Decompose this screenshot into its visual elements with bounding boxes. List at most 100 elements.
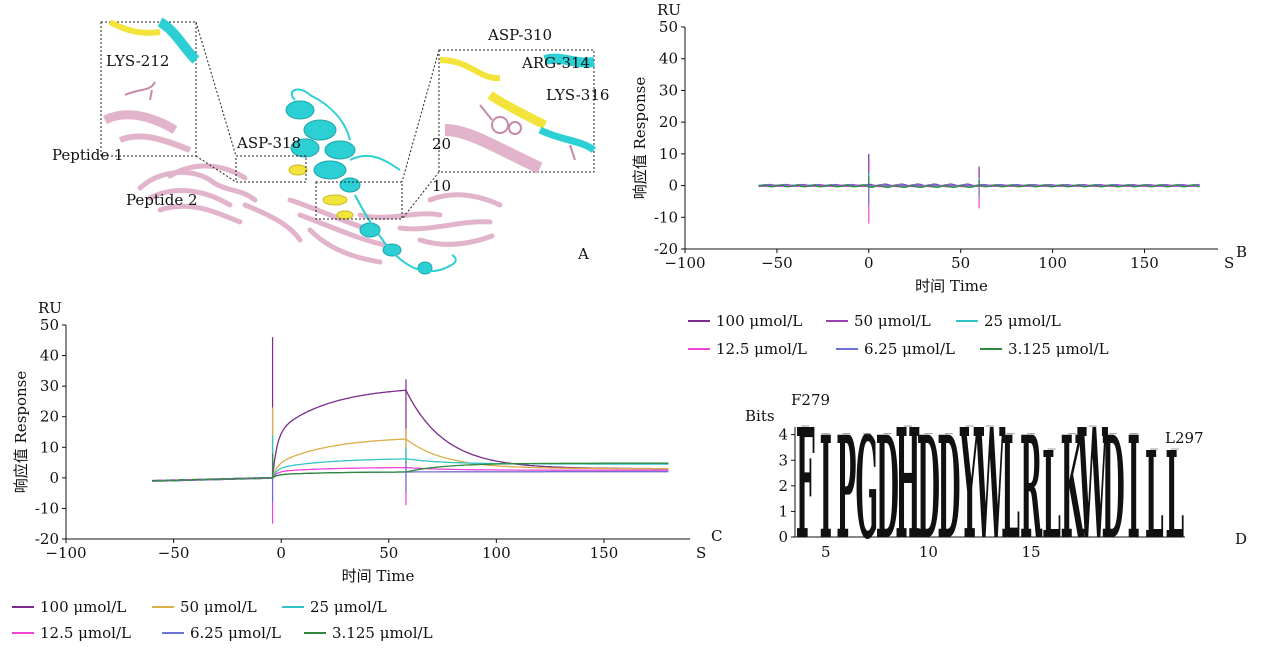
x-tick-label: 50 xyxy=(951,254,970,272)
x-tick-label: 50 xyxy=(379,544,398,562)
legend-label: 100 μmol/L xyxy=(40,598,127,616)
legend-item: 6.25 μmol/L xyxy=(162,624,281,642)
x-axis-label: 时间 Time xyxy=(342,567,415,585)
legend-item: 50 μmol/L xyxy=(826,312,931,330)
legend-item: 12.5 μmol/L xyxy=(12,624,131,642)
y-tick-label: -20 xyxy=(35,530,59,548)
logo-letter: D xyxy=(876,405,899,565)
peptide-1-domain xyxy=(287,192,503,265)
legend-swatch xyxy=(12,632,34,634)
legend-item: 12.5 μmol/L xyxy=(688,340,807,358)
legend-swatch xyxy=(152,606,174,608)
x-tick-label: 100 xyxy=(482,544,511,562)
legend-label: 12.5 μmol/L xyxy=(40,624,131,642)
legend-swatch xyxy=(956,320,978,322)
zoom-line xyxy=(195,21,237,157)
x-unit-label: S xyxy=(1224,254,1234,272)
zoom-line xyxy=(401,49,440,183)
x-tick-label: −100 xyxy=(664,254,705,272)
y-axis-label: 响应值 Response xyxy=(631,77,649,200)
legend-item: 3.125 μmol/L xyxy=(980,340,1109,358)
logo-letter: F xyxy=(796,395,815,565)
zoom-line xyxy=(401,171,440,220)
logo-letter: I xyxy=(1127,405,1140,565)
logo-letter: L xyxy=(1042,427,1061,565)
legend-c: 100 μmol/L 50 μmol/L 25 μmol/L 12.5 μmol… xyxy=(12,598,472,648)
legend-swatch xyxy=(304,632,326,634)
y-tick-label: 0 xyxy=(49,469,59,487)
zoom-left-content xyxy=(102,17,200,153)
x-tick-label: −50 xyxy=(158,544,190,562)
logo-letter: R xyxy=(1020,405,1043,565)
zoom-right-content xyxy=(439,53,597,174)
y-tick-label: -10 xyxy=(654,208,678,226)
logo-letter: W xyxy=(975,395,1006,565)
y-tick-label: 3 xyxy=(778,451,788,469)
legend-swatch xyxy=(282,606,304,608)
y-tick-label: 20 xyxy=(659,113,678,131)
y-tick-label: 2 xyxy=(778,477,788,495)
y-tick-label: 30 xyxy=(40,377,59,395)
legend-label: 50 μmol/L xyxy=(180,598,257,616)
legend-swatch xyxy=(688,348,710,350)
y-tick-label: 10 xyxy=(40,438,59,456)
x-tick-label: 0 xyxy=(276,544,286,562)
y-tick-label: 40 xyxy=(659,50,678,68)
panel-letter-a: A xyxy=(577,245,589,263)
x-axis-label: 时间 Time xyxy=(915,277,988,295)
y-axis-label: 响应值 Response xyxy=(12,371,30,494)
y-tick-label: -10 xyxy=(35,499,59,517)
x-tick-label: 10 xyxy=(919,543,938,561)
legend-label: 3.125 μmol/L xyxy=(332,624,433,642)
legend-item: 100 μmol/L xyxy=(688,312,802,330)
callout-arg314: ARG-314 xyxy=(521,54,590,72)
zoom-box-right-target xyxy=(315,181,403,220)
legend-swatch xyxy=(836,348,858,350)
legend-item: 50 μmol/L xyxy=(152,598,257,616)
logo-letter: D xyxy=(1102,405,1125,565)
legend-item: 100 μmol/L xyxy=(12,598,126,616)
legend-item: 25 μmol/L xyxy=(956,312,1061,330)
y-tick-label: 50 xyxy=(659,18,678,36)
legend-swatch xyxy=(826,320,848,322)
legend-label: 100 μmol/L xyxy=(716,312,803,330)
peptide-2-domain xyxy=(137,163,303,243)
logo-letter: D xyxy=(917,405,940,565)
y-tick-label: 0 xyxy=(778,528,788,546)
logo-letter: L xyxy=(1145,427,1164,565)
y-tick-label: 30 xyxy=(659,81,678,99)
logo-letter: D xyxy=(937,405,960,565)
x-tick-label: 100 xyxy=(1038,254,1067,272)
structure-panel: LYS-212 Peptide 1 ASP-318 Peptide 2 ASP-… xyxy=(52,17,609,275)
logo-letter: P xyxy=(836,405,856,565)
x-tick-label: 5 xyxy=(821,543,831,561)
logo-letter: I xyxy=(820,405,833,565)
y-tick-label: 10 xyxy=(659,145,678,163)
legend-label: 6.25 μmol/L xyxy=(190,624,281,642)
x-tick-label: 0 xyxy=(864,254,874,272)
legend-item: 3.125 μmol/L xyxy=(304,624,433,642)
legend-label: 25 μmol/L xyxy=(310,598,387,616)
panel-letter: B xyxy=(1236,243,1247,261)
protein-helices xyxy=(285,100,433,275)
x-tick-label: 15 xyxy=(1022,543,1041,561)
end-label: L297 xyxy=(1165,429,1204,447)
binding-residues xyxy=(288,164,354,220)
callout-asp318: ASP-318 xyxy=(236,134,301,152)
legend-swatch xyxy=(688,320,710,322)
callout-20: 20 xyxy=(432,135,451,153)
legend-item: 25 μmol/L xyxy=(282,598,387,616)
protein-loops xyxy=(290,88,457,273)
legend-label: 12.5 μmol/L xyxy=(716,340,807,358)
panel-letter: C xyxy=(711,527,722,545)
callout-lys316: LYS-316 xyxy=(546,86,609,104)
y-axis-label: Bits xyxy=(745,407,775,425)
logo-letter: L xyxy=(1001,405,1020,565)
logo-letter: H xyxy=(895,395,920,565)
y-tick-label: 4 xyxy=(778,426,788,444)
legend-swatch xyxy=(162,632,184,634)
x-tick-label: −50 xyxy=(761,254,793,272)
legend-label: 6.25 μmol/L xyxy=(864,340,955,358)
callout-peptide1: Peptide 1 xyxy=(52,146,124,164)
logo-letter: K xyxy=(1060,405,1084,565)
